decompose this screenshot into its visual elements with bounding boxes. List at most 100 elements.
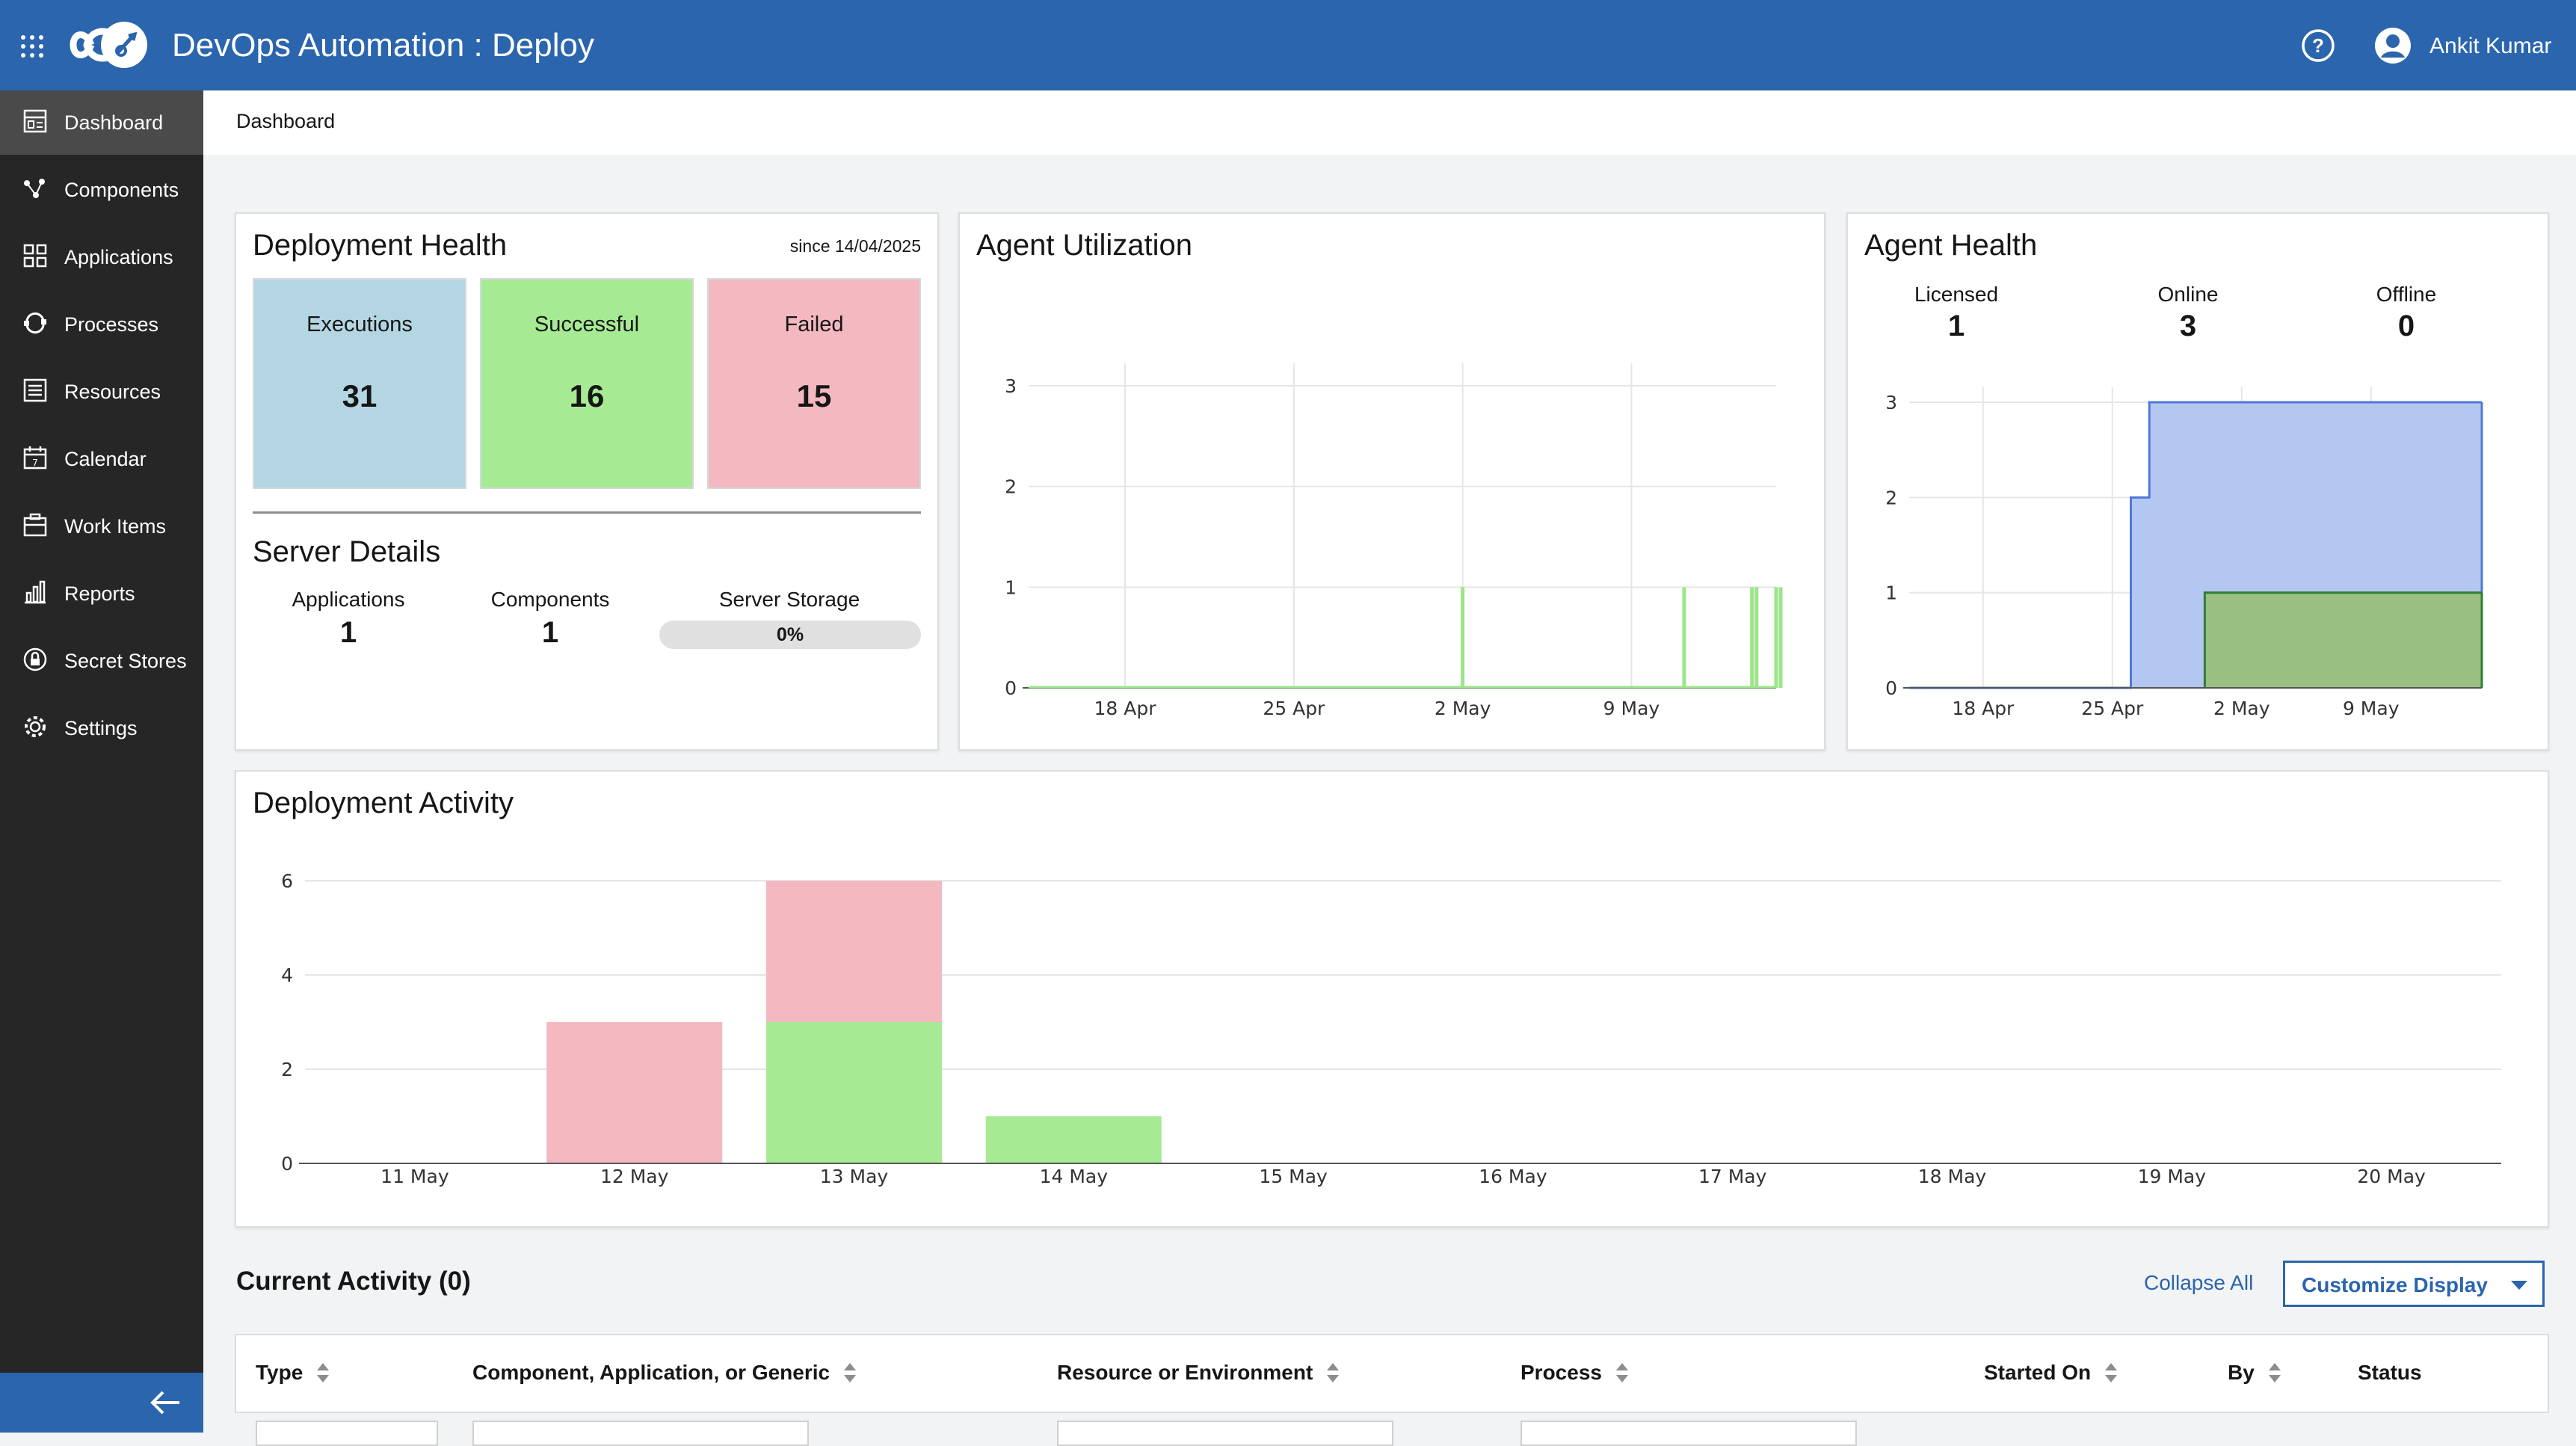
column-started-on-label: Started On (1984, 1361, 2092, 1384)
agent-utilization-chart: 18 Apr 25 Apr 2 May 9 May 0 1 2 3 (1005, 363, 1783, 719)
x-tick-label: 11 May (380, 1166, 449, 1187)
sidebar-item-work-items[interactable]: Work Items (0, 494, 203, 559)
svg-text:?: ? (2312, 34, 2324, 57)
y-tick-label: 1 (1885, 582, 1897, 604)
licensed-value: 1 (1947, 310, 1965, 342)
sidebar: Dashboard Components Applications Proces… (0, 90, 203, 1433)
user-avatar-icon[interactable] (2374, 27, 2412, 64)
user-name[interactable]: Ankit Kumar (2429, 34, 2552, 58)
applications-stat-value: 1 (339, 616, 357, 649)
applications-icon (23, 244, 47, 268)
resources-icon (23, 378, 47, 402)
column-component[interactable]: Component, Application, or Generic (472, 1361, 857, 1385)
activity-table-header (235, 1334, 2549, 1413)
component-filter-input[interactable] (472, 1421, 809, 1446)
x-tick-label: 18 Apr (1094, 698, 1157, 719)
y-tick-label: 0 (1885, 677, 1897, 699)
type-filter-input[interactable] (256, 1421, 438, 1446)
activity-bar-1 (546, 1022, 723, 1163)
help-circle-icon[interactable]: ? (2301, 28, 2335, 63)
health-area-1 (2204, 592, 2482, 688)
agent-health-title: Agent Health (1864, 229, 2038, 262)
customize-display-label: Customize Display (2302, 1273, 2488, 1296)
dashboard-icon (23, 109, 47, 133)
customize-display-button[interactable]: Customize Display (2283, 1261, 2545, 1307)
column-process[interactable]: Process (1520, 1361, 1629, 1385)
y-tick-label: 2 (1885, 487, 1897, 508)
sidebar-item-label: Dashboard (64, 111, 164, 134)
column-started-on[interactable]: Started On (1984, 1361, 2118, 1385)
column-resource[interactable]: Resource or Environment (1057, 1361, 1340, 1385)
executions-value: 31 (342, 378, 378, 413)
x-tick-label: 13 May (820, 1166, 889, 1187)
online-label: Online (2157, 283, 2219, 306)
sidebar-item-label: Processes (64, 313, 159, 336)
x-tick-label: 19 May (2138, 1166, 2207, 1187)
process-filter-input[interactable] (1520, 1421, 1857, 1446)
x-tick-label: 18 May (1918, 1166, 1987, 1187)
svg-text:7: 7 (32, 458, 38, 468)
sidebar-item-dashboard[interactable]: Dashboard (0, 90, 203, 155)
sidebar-item-label: Components (64, 179, 179, 201)
column-by[interactable]: By (2228, 1361, 2281, 1385)
column-resource-label: Resource or Environment (1057, 1361, 1313, 1384)
sidebar-item-reports[interactable]: Reports (0, 562, 203, 626)
sort-icon (844, 1363, 857, 1382)
sidebar-item-applications[interactable]: Applications (0, 225, 203, 289)
grid-menu-icon[interactable] (19, 34, 45, 59)
successful-tile[interactable]: Successful 16 (480, 278, 694, 489)
deployment-health-card: Deployment Health since 14/04/2025 Execu… (235, 212, 939, 751)
x-tick-label: 9 May (2343, 698, 2400, 719)
sidebar-item-resources[interactable]: Resources (0, 360, 203, 424)
calendar-icon: 7 (23, 446, 47, 470)
x-tick-label: 18 Apr (1952, 698, 2015, 719)
sort-icon (2268, 1363, 2281, 1382)
infinity-logo-icon (70, 22, 147, 68)
agent-health-chart: 18 Apr 25 Apr 2 May 9 May 0 1 2 3 (1885, 387, 2483, 719)
sidebar-item-components[interactable]: Components (0, 158, 203, 222)
failed-tile[interactable]: Failed 15 (707, 278, 921, 489)
chevron-down-icon (2511, 1281, 2527, 1290)
x-tick-label: 2 May (2213, 698, 2270, 719)
executions-tile[interactable]: Executions 31 (253, 278, 466, 489)
collapse-all-link[interactable]: Collapse All (2144, 1271, 2254, 1294)
server-storage-label: Server Storage (718, 588, 860, 611)
x-tick-label: 20 May (2357, 1166, 2426, 1187)
resource-filter-input[interactable] (1057, 1421, 1393, 1446)
y-tick-label: 0 (281, 1153, 293, 1175)
column-type[interactable]: Type (256, 1361, 330, 1385)
successful-label: Successful (534, 313, 640, 336)
since-date: since 14/04/2025 (789, 236, 921, 256)
breadcrumb: Dashboard (203, 90, 2576, 155)
sidebar-item-calendar[interactable]: 7 Calendar (0, 427, 203, 491)
sidebar-collapse-bar[interactable] (0, 1373, 203, 1433)
column-process-label: Process (1520, 1361, 1602, 1384)
app-title: DevOps Automation : Deploy (172, 27, 594, 64)
applications-stat-label: Applications (292, 588, 405, 611)
x-tick-label: 25 Apr (2081, 698, 2144, 719)
sidebar-item-settings[interactable]: Settings (0, 696, 203, 760)
sidebar-item-secret-stores[interactable]: Secret Stores (0, 629, 203, 693)
breadcrumb-item: Dashboard (236, 110, 336, 132)
online-value: 3 (2179, 310, 2197, 342)
column-status: Status (2358, 1361, 2422, 1385)
column-type-label: Type (256, 1361, 303, 1384)
offline-value: 0 (2397, 310, 2415, 342)
y-tick-label: 0 (1005, 677, 1017, 699)
agent-health-card: Agent Health Licensed 1 Online 3 Offline… (1846, 212, 2549, 751)
current-activity-title: Current Activity (0) (236, 1267, 471, 1296)
arrow-left-icon[interactable] (150, 1389, 182, 1416)
sidebar-item-label: Secret Stores (64, 650, 187, 672)
y-tick-label: 2 (1005, 476, 1017, 498)
x-tick-label: 15 May (1259, 1166, 1328, 1187)
settings-icon (25, 716, 46, 737)
health-line-1 (2203, 591, 2482, 688)
sidebar-item-processes[interactable]: Processes (0, 292, 203, 357)
x-tick-label: 17 May (1698, 1166, 1767, 1187)
executions-label: Executions (306, 313, 413, 336)
agent-utilization-title: Agent Utilization (976, 229, 1193, 262)
sort-icon (1327, 1363, 1340, 1382)
column-by-label: By (2228, 1361, 2255, 1384)
sort-icon (317, 1363, 330, 1382)
deployment-activity-card: Deployment Activity 0 2 4 6 11 May 12 May 13 M… (235, 770, 2549, 1228)
